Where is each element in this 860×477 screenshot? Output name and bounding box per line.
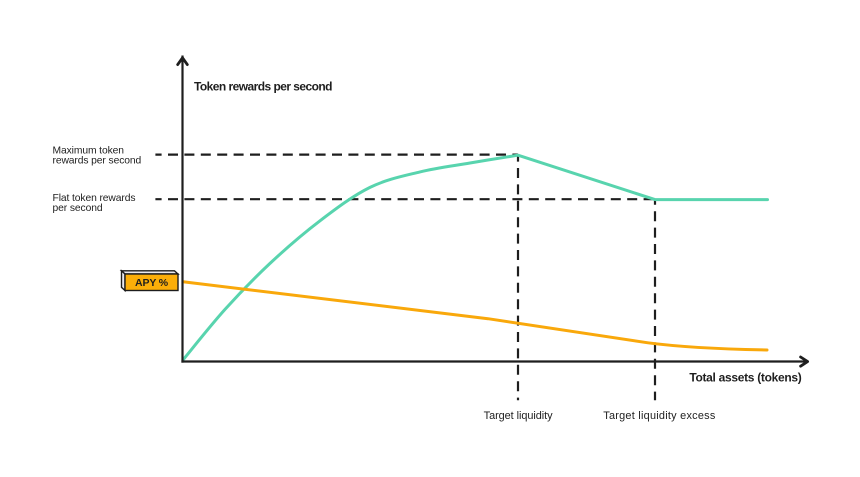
- svg-text:Target liquidity excess: Target liquidity excess: [603, 410, 716, 422]
- svg-text:Maximum token: Maximum token: [53, 146, 125, 157]
- svg-text:rewards per second: rewards per second: [53, 155, 142, 166]
- svg-text:APY %: APY %: [135, 277, 169, 289]
- svg-text:per second: per second: [53, 203, 103, 214]
- svg-text:Target liquidity: Target liquidity: [484, 410, 553, 422]
- svg-text:Flat token rewards: Flat token rewards: [53, 193, 136, 204]
- svg-text:Token rewards per second: Token rewards per second: [194, 80, 332, 94]
- svg-text:Total assets (tokens): Total assets (tokens): [689, 371, 801, 385]
